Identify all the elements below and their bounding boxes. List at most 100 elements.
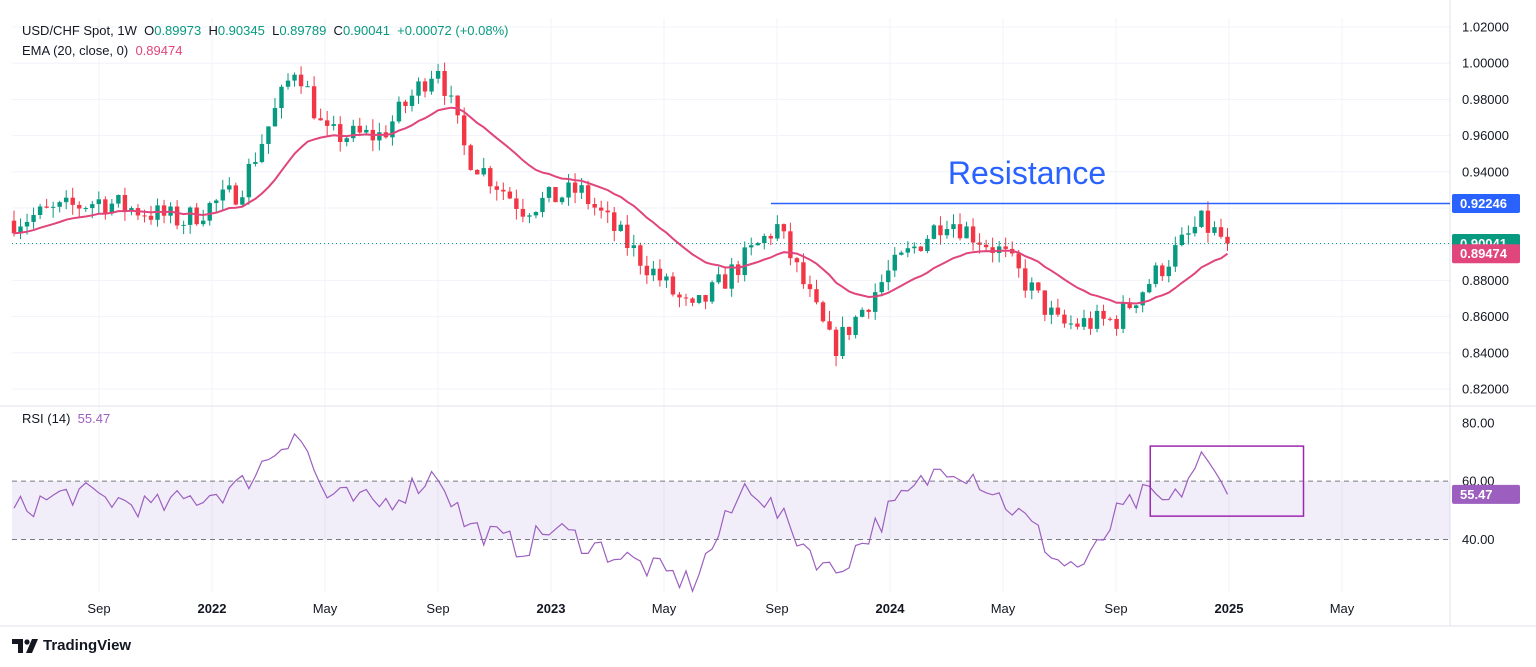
candle-body (324, 120, 330, 126)
candle-body (605, 210, 610, 213)
rsi-band (12, 480, 1450, 540)
candle-body (37, 206, 43, 215)
candle-body (24, 221, 30, 227)
candle-body (546, 187, 552, 198)
candle-body (879, 282, 884, 293)
candle-body (266, 126, 271, 144)
candle-body (338, 124, 343, 142)
candle-body (494, 186, 499, 190)
price-tick-label: 0.84000 (1462, 345, 1509, 360)
ema-legend: EMA (20, close, 0) 0.89474 (22, 43, 182, 58)
candle-body (1023, 268, 1028, 291)
candle-body (396, 101, 402, 122)
candle-body (1212, 227, 1217, 233)
candle-body (612, 212, 617, 231)
candle-body (833, 329, 839, 356)
candle-body (201, 220, 206, 225)
candle-body (429, 78, 434, 92)
tradingview-logo[interactable]: TradingView (12, 637, 131, 654)
candle-body (435, 70, 441, 79)
candle-body (507, 191, 513, 199)
candle-body (1120, 302, 1126, 329)
candle-body (572, 182, 578, 193)
candle-body (351, 125, 356, 139)
price-tick-label: 0.96000 (1462, 128, 1509, 143)
candle-body (703, 295, 708, 302)
time-tick-label: Sep (1104, 601, 1127, 616)
candle-body (481, 168, 486, 175)
candle-body (820, 302, 826, 322)
candle-body (1003, 246, 1008, 249)
candle-body (866, 309, 871, 312)
candle-body (729, 264, 734, 289)
open-value: 0.89973 (154, 23, 202, 38)
close-value: 0.90041 (342, 23, 390, 38)
candle-body (1192, 226, 1198, 234)
candle-body (651, 268, 656, 276)
candle-body (514, 198, 519, 209)
candle-body (683, 297, 689, 299)
candle-body (148, 215, 154, 220)
rsi-label: RSI (14) (22, 411, 71, 426)
tradingview-icon (12, 638, 38, 653)
candle-body (109, 203, 115, 214)
candle-body (873, 292, 878, 312)
candle-body (214, 200, 219, 204)
rsi-line (13, 432, 1229, 593)
candle-body (709, 282, 715, 302)
candle-body (996, 246, 1002, 254)
candle-body (1114, 318, 1119, 329)
rsi-highlight-box (1149, 445, 1305, 517)
candle-body (722, 274, 728, 289)
candle-body (970, 226, 976, 243)
rsi-band-fill (12, 481, 1450, 540)
candle-body (233, 185, 239, 205)
time-tick-label: 2022 (198, 601, 227, 616)
time-tick-label: Sep (87, 601, 110, 616)
candle-body (1179, 234, 1185, 246)
candle-body (1160, 265, 1165, 277)
price-axis: 1.020001.000000.980000.960000.940000.920… (1452, 20, 1520, 547)
candle-body (468, 145, 473, 170)
price-tick-label: 0.86000 (1462, 309, 1509, 324)
candle-body (1081, 318, 1087, 327)
candle-body (174, 206, 180, 226)
candle-body (859, 309, 865, 317)
candle-body (1153, 265, 1158, 285)
candle-body (801, 262, 806, 285)
candle-body (1094, 310, 1100, 329)
candle-body (129, 208, 134, 211)
candle-body (696, 295, 702, 303)
candle-body (116, 195, 121, 204)
rsi-tag (1452, 484, 1520, 504)
candle-body (983, 244, 989, 248)
candle-body (742, 247, 747, 276)
time-tick-label: 2023 (537, 601, 566, 616)
candle-body (1049, 307, 1054, 315)
candle-body (240, 197, 245, 205)
time-tick-label: Sep (426, 601, 449, 616)
candle-body (598, 207, 604, 211)
candle-body (96, 199, 102, 205)
rsi-tick-label: 40.00 (1462, 532, 1495, 547)
candle-body (1205, 210, 1211, 233)
candle-body (259, 143, 265, 163)
candle-body (311, 86, 317, 119)
rsi-tick-label: 80.00 (1462, 415, 1495, 430)
price-tag (1452, 244, 1520, 264)
candle-body (625, 224, 630, 249)
candle-body (194, 207, 199, 225)
candle-body (749, 245, 754, 248)
candle-body (938, 225, 943, 236)
candle-body (677, 294, 682, 298)
candle-body (925, 238, 930, 252)
candle-body (57, 202, 62, 207)
candle-body (931, 225, 937, 239)
candle-body (161, 205, 167, 216)
candle-body (977, 242, 982, 245)
candle-series (11, 62, 1230, 367)
candle-body (318, 118, 323, 121)
symbol-label: USD/CHF Spot, 1W (22, 23, 137, 38)
candle-body (44, 206, 49, 208)
